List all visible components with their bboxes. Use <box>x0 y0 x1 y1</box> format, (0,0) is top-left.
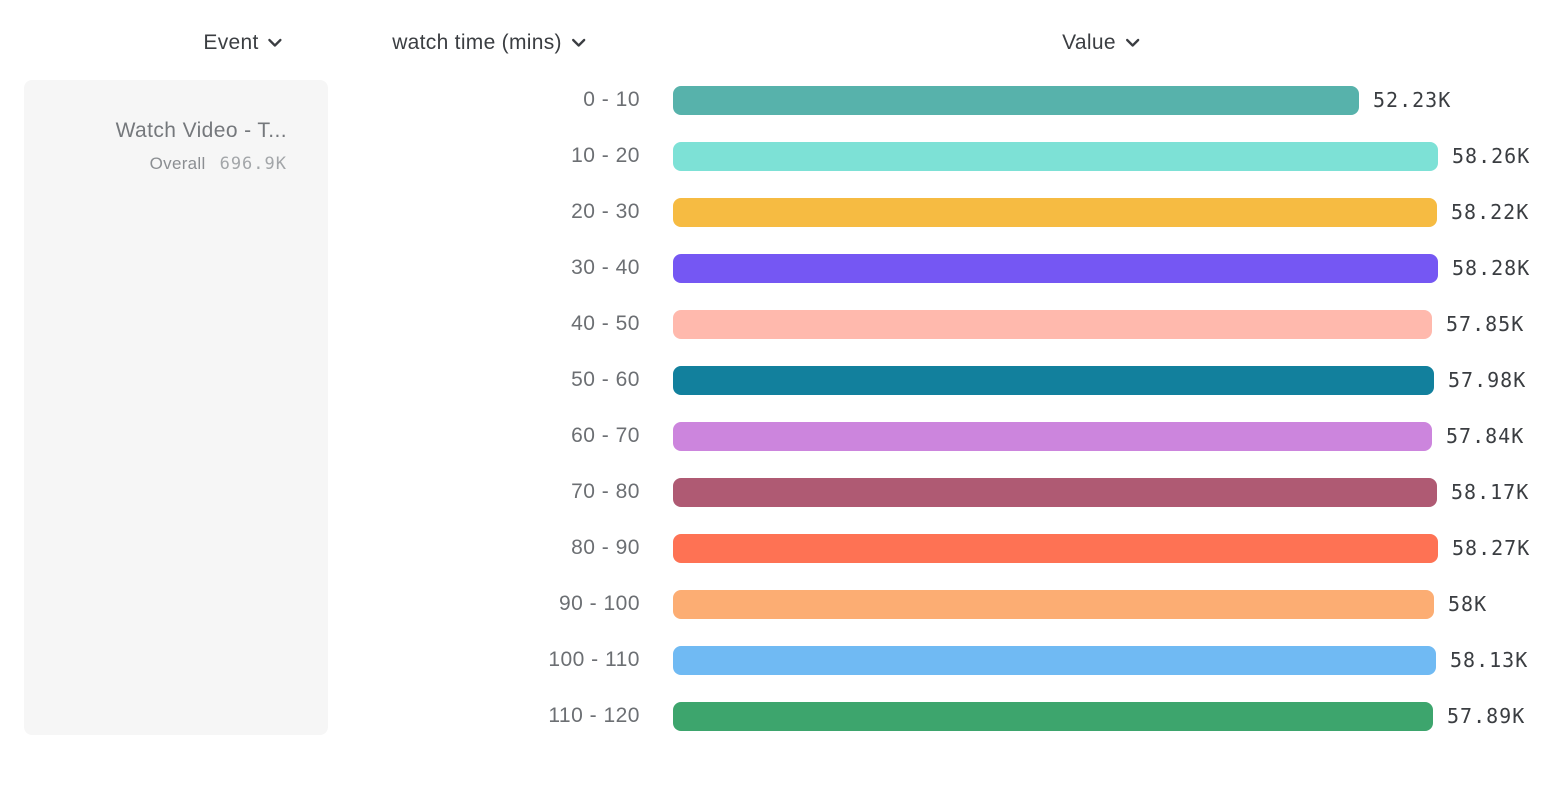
event-overall-line: Overall 696.9K <box>24 154 287 174</box>
chevron-down-icon <box>268 38 283 48</box>
bar-chart: 0 - 10 52.23K 10 - 20 58.26K 20 - 30 58.22K 30… <box>420 72 1568 744</box>
category-label: 0 - 10 <box>583 88 640 111</box>
chart-row: 110 - 120 57.89K <box>420 688 1568 744</box>
column-header-value[interactable]: Value <box>1062 28 1140 58</box>
bar-segment[interactable] <box>673 365 1434 395</box>
value-label: 57.85K <box>1446 312 1525 336</box>
value-label: 58.13K <box>1450 648 1529 672</box>
bar-segment[interactable] <box>673 85 1359 115</box>
bar-segment[interactable] <box>673 421 1432 451</box>
chart-row: 10 - 20 58.26K <box>420 128 1568 184</box>
column-header-event-label: Event <box>203 31 259 54</box>
chart-row: 80 - 90 58.27K <box>420 520 1568 576</box>
bar-segment[interactable] <box>673 645 1436 675</box>
value-label: 57.98K <box>1448 368 1527 392</box>
category-label: 20 - 30 <box>571 200 640 223</box>
chart-row: 70 - 80 58.17K <box>420 464 1568 520</box>
value-label: 58K <box>1448 592 1488 616</box>
category-label: 90 - 100 <box>558 592 640 615</box>
event-card[interactable]: Watch Video - T... Overall 696.9K <box>24 80 328 735</box>
bar-segment[interactable] <box>673 309 1432 339</box>
column-header-event[interactable]: Event <box>203 28 282 58</box>
value-label: 57.89K <box>1447 704 1526 728</box>
value-label: 58.17K <box>1451 480 1530 504</box>
chart-row: 90 - 100 58K <box>420 576 1568 632</box>
category-label: 30 - 40 <box>571 256 640 279</box>
category-label: 40 - 50 <box>571 312 640 335</box>
category-label: 100 - 110 <box>548 648 640 671</box>
overall-label: Overall <box>149 154 206 173</box>
category-label: 10 - 20 <box>571 144 640 167</box>
value-label: 58.26K <box>1452 144 1531 168</box>
category-label: 70 - 80 <box>571 480 640 503</box>
chevron-down-icon <box>1125 38 1140 48</box>
chart-row: 20 - 30 58.22K <box>420 184 1568 240</box>
value-label: 58.22K <box>1451 200 1530 224</box>
column-header-value-label: Value <box>1062 31 1116 54</box>
event-title: Watch Video - T... <box>115 119 287 142</box>
chart-row: 60 - 70 57.84K <box>420 408 1568 464</box>
chart-row: 100 - 110 58.13K <box>420 632 1568 688</box>
value-label: 52.23K <box>1373 88 1452 112</box>
chevron-down-icon <box>571 38 586 48</box>
bar-segment[interactable] <box>673 589 1434 619</box>
value-label: 58.27K <box>1452 536 1531 560</box>
bar-segment[interactable] <box>673 477 1437 507</box>
bar-segment[interactable] <box>673 253 1438 283</box>
bar-segment[interactable] <box>673 141 1438 171</box>
chart-row: 50 - 60 57.98K <box>420 352 1568 408</box>
bar-segment[interactable] <box>673 533 1438 563</box>
category-label: 80 - 90 <box>571 536 640 559</box>
column-header-breakdown[interactable]: watch time (mins) <box>392 28 586 58</box>
value-label: 57.84K <box>1446 424 1525 448</box>
bar-segment[interactable] <box>673 197 1437 227</box>
category-label: 60 - 70 <box>571 424 640 447</box>
bar-segment[interactable] <box>673 701 1433 731</box>
value-label: 58.28K <box>1452 256 1531 280</box>
overall-value: 696.9K <box>219 154 287 174</box>
column-header-breakdown-label: watch time (mins) <box>392 31 562 54</box>
category-label: 110 - 120 <box>548 704 640 727</box>
chart-row: 40 - 50 57.85K <box>420 296 1568 352</box>
category-label: 50 - 60 <box>571 368 640 391</box>
event-card-content: Watch Video - T... Overall 696.9K <box>24 80 328 174</box>
chart-row: 30 - 40 58.28K <box>420 240 1568 296</box>
chart-row: 0 - 10 52.23K <box>420 72 1568 128</box>
